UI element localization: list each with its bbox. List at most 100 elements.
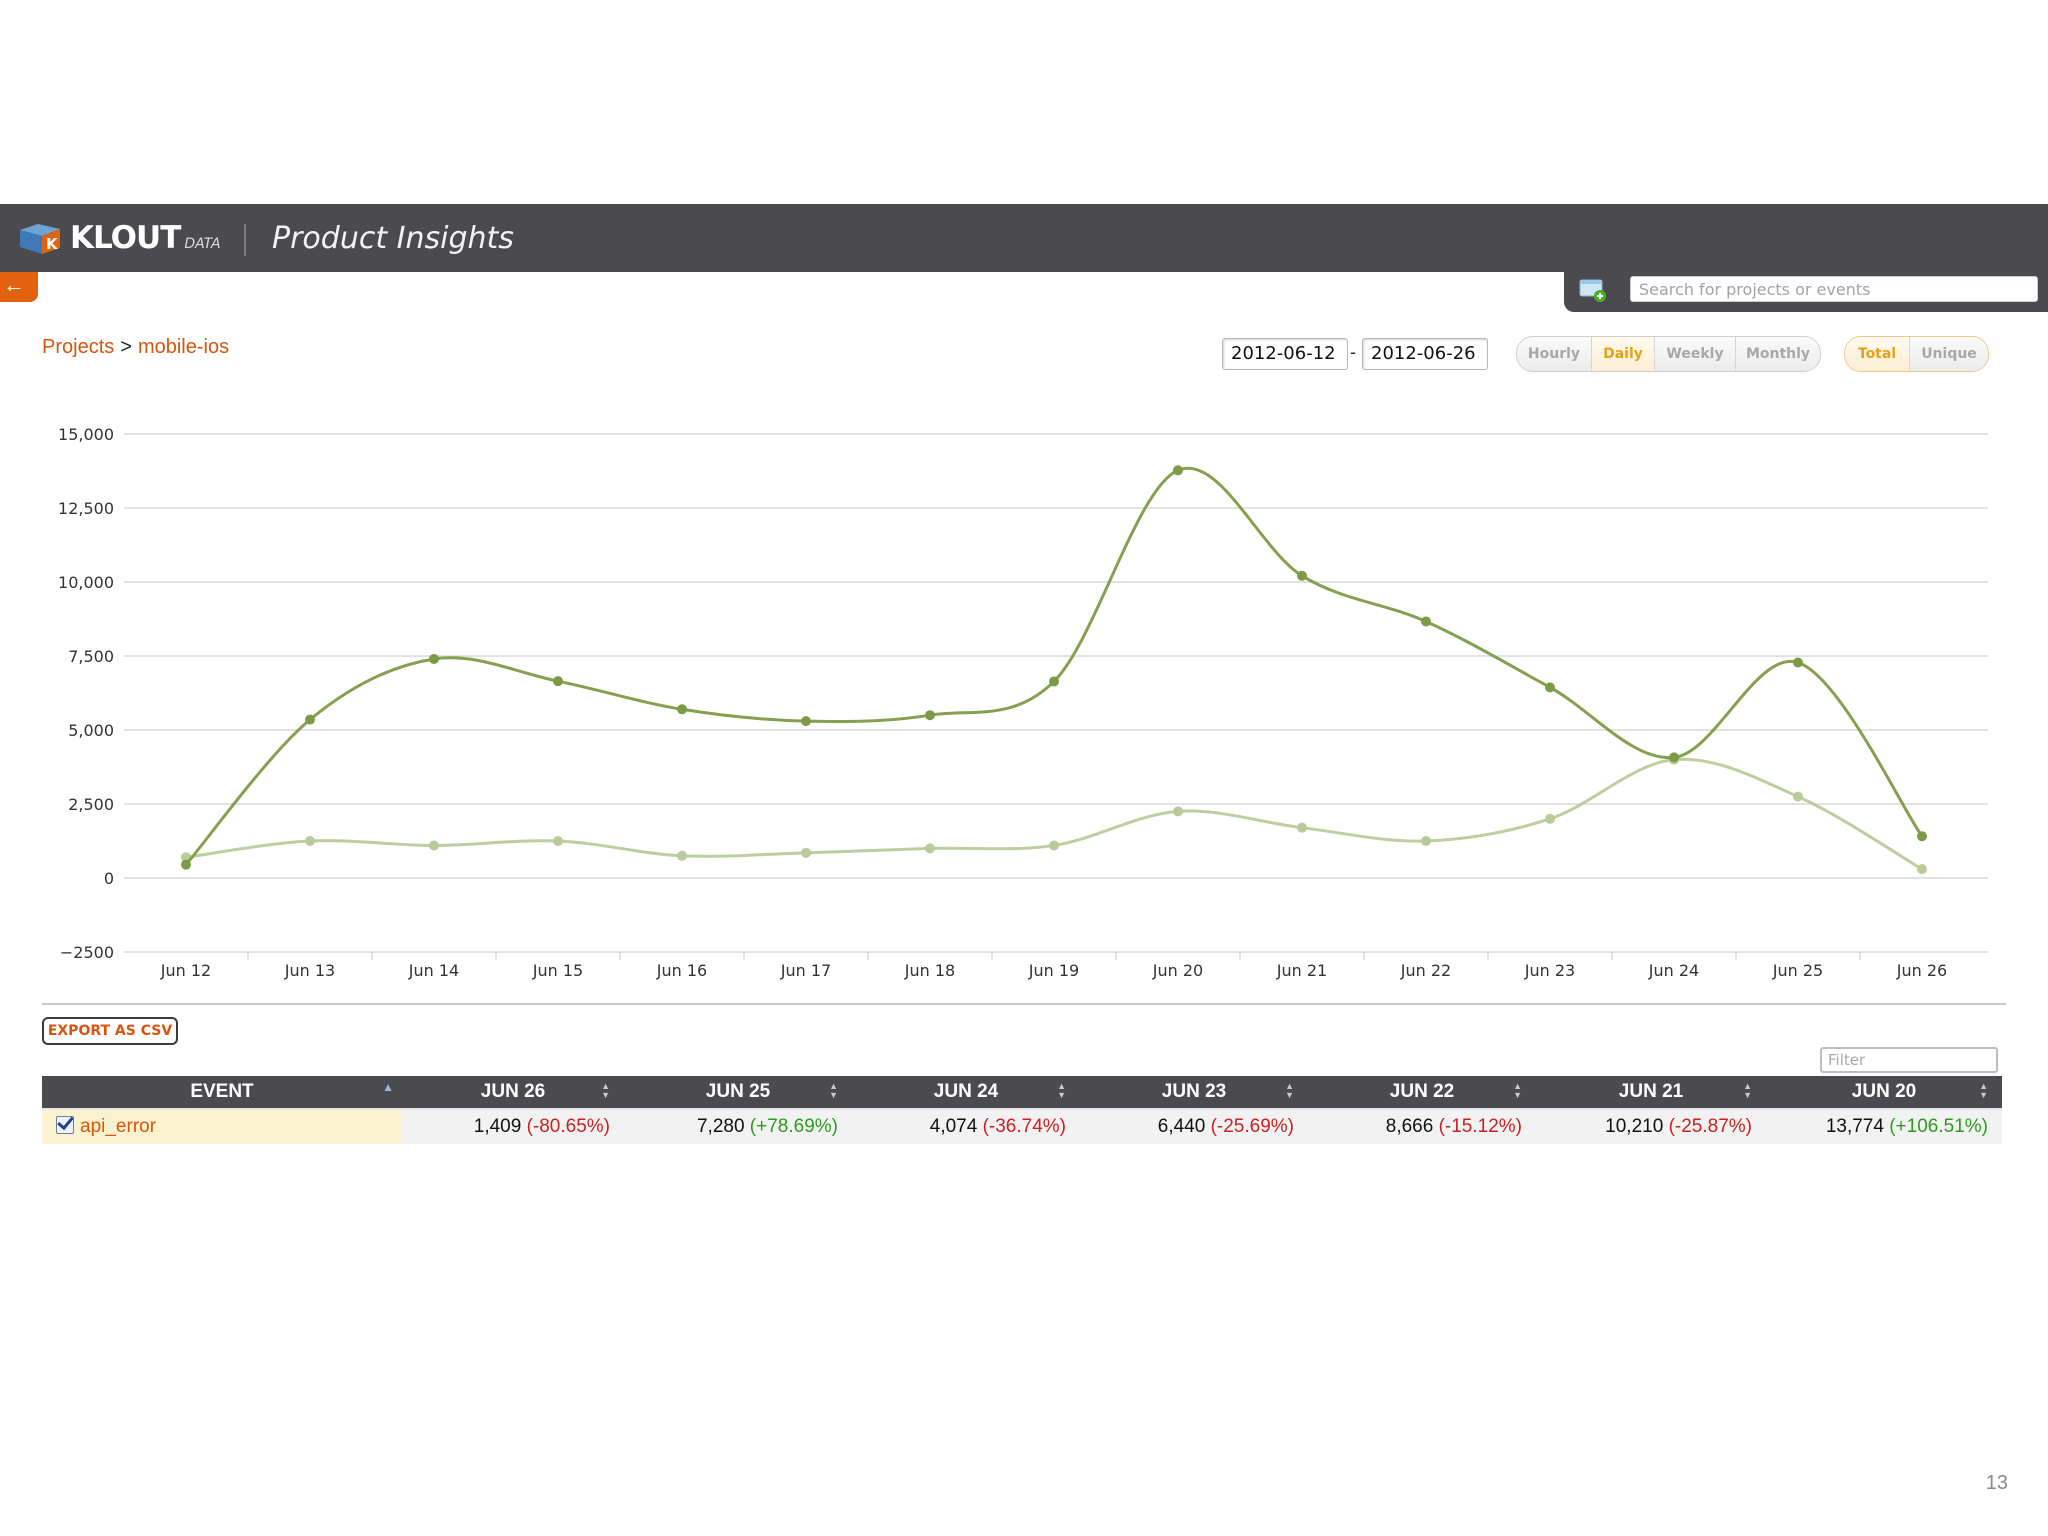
breadcrumb-current-link[interactable]: mobile-ios — [137, 336, 230, 358]
x-tick-label: Jun 22 — [1400, 961, 1451, 980]
page-number: 13 — [1985, 1472, 2008, 1494]
table-cell: 4,074 (-36.74%) — [852, 1108, 1080, 1144]
end-date-input[interactable]: 2012-06-26 — [1362, 338, 1488, 370]
export-csv-button[interactable]: EXPORT AS CSV — [42, 1017, 178, 1045]
data-point — [1917, 864, 1927, 875]
monthly-button[interactable]: Monthly — [1735, 337, 1820, 371]
x-tick-label: Jun 13 — [284, 961, 335, 980]
cell-value: 6,440 — [1157, 1116, 1206, 1137]
data-point — [1545, 682, 1555, 693]
start-date-input[interactable]: 2012-06-12 — [1222, 338, 1348, 370]
column-header[interactable]: JUN 20 ▲ ▼ — [1766, 1076, 2002, 1109]
data-point — [1669, 752, 1679, 763]
klout-logo[interactable]: K KLOUT DATA — [16, 218, 221, 258]
column-header[interactable]: JUN 22 ▲ ▼ — [1308, 1076, 1536, 1109]
new-window-icon[interactable] — [1578, 277, 1608, 303]
x-tick-label: Jun 17 — [780, 961, 831, 980]
daily-button[interactable]: Daily — [1591, 337, 1654, 371]
events-table: EVENT ▲ JUN 26 ▲ ▼ JUN 25 ▲ ▼ JUN 24 ▲ ▼ JUN 2… — [42, 1076, 2002, 1144]
event-column-header[interactable]: EVENT ▲ — [42, 1076, 402, 1109]
cell-value: 10,210 — [1605, 1116, 1664, 1137]
data-point — [925, 843, 935, 854]
x-tick-label: Jun 15 — [532, 961, 583, 980]
weekly-button[interactable]: Weekly — [1654, 337, 1735, 371]
checkbox-checked-icon[interactable] — [56, 1116, 74, 1134]
column-header[interactable]: JUN 24 ▲ ▼ — [852, 1076, 1080, 1109]
data-point — [305, 714, 315, 725]
cell-value: 8,666 — [1385, 1116, 1434, 1137]
unique-button[interactable]: Unique — [1909, 337, 1988, 371]
column-header[interactable]: JUN 23 ▲ ▼ — [1080, 1076, 1308, 1109]
y-tick-label: 2,500 — [68, 795, 114, 814]
y-tick-label: 7,500 — [68, 647, 114, 666]
search-panel — [1564, 272, 2048, 312]
y-tick-label: 0 — [104, 869, 114, 888]
x-tick-label: Jun 25 — [1772, 961, 1823, 980]
event-name-link[interactable]: api_error — [80, 1116, 157, 1137]
svg-text:K: K — [46, 235, 59, 253]
table-row[interactable]: api_error 1,409 (-80.65%) 7,280 (+78.69%… — [42, 1108, 2002, 1144]
table-header-row: EVENT ▲ JUN 26 ▲ ▼ JUN 25 ▲ ▼ JUN 24 ▲ ▼ JUN 2… — [42, 1076, 2002, 1109]
x-tick-label: Jun 21 — [1276, 961, 1327, 980]
events-line-chart: 15,000 12,500 10,000 7,500 5,000 2,500 0 −2500 J… — [58, 425, 1988, 980]
table-cell: 6,440 (-25.69%) — [1080, 1108, 1308, 1144]
data-point — [1793, 791, 1803, 802]
y-tick-label: −2500 — [60, 943, 114, 962]
cell-value: 7,280 — [696, 1116, 745, 1137]
data-point — [1049, 676, 1059, 687]
header-bar: K KLOUT DATA Product Insights — [0, 204, 2048, 272]
cell-change: (-36.74%) — [982, 1116, 1066, 1137]
total-button[interactable]: Total — [1845, 337, 1909, 371]
search-input[interactable] — [1630, 276, 2038, 302]
data-point — [553, 676, 563, 687]
sort-icon: ▲ ▼ — [1057, 1081, 1066, 1100]
sort-icon: ▲ ▼ — [1513, 1081, 1522, 1100]
data-point — [553, 836, 563, 846]
cell-value: 4,074 — [929, 1116, 978, 1137]
sort-icon: ▲ ▼ — [1743, 1081, 1752, 1100]
table-cell: 1,409 (-80.65%) — [402, 1108, 624, 1144]
breadcrumb: Projects > mobile-ios — [42, 336, 229, 359]
sort-icon: ▲ ▼ — [1979, 1081, 1988, 1100]
brand-name: KLOUT — [70, 220, 181, 256]
brand-subtitle: DATA — [184, 236, 221, 252]
hourly-button[interactable]: Hourly — [1517, 337, 1591, 371]
series-line — [185, 757, 1923, 871]
data-point — [801, 847, 811, 858]
y-tick-label: 10,000 — [58, 573, 114, 592]
filter-input[interactable] — [1820, 1047, 1998, 1073]
column-header[interactable]: JUN 21 ▲ ▼ — [1536, 1076, 1766, 1109]
app-title: Product Insights — [272, 221, 514, 256]
back-button[interactable]: ← — [0, 272, 38, 302]
series-line — [184, 466, 1924, 866]
data-point — [1793, 657, 1803, 668]
sort-ascending-icon: ▲ — [382, 1080, 394, 1094]
table-cell: 8,666 (-15.12%) — [1308, 1108, 1536, 1144]
data-point — [1545, 813, 1555, 824]
breadcrumb-projects-link[interactable]: Projects — [42, 336, 115, 358]
data-point — [801, 716, 811, 727]
sort-icon: ▲ ▼ — [601, 1081, 610, 1100]
x-tick-label: Jun 19 — [1028, 961, 1079, 980]
cell-change: (+106.51%) — [1889, 1116, 1988, 1137]
column-header-label: JUN 25 — [705, 1081, 771, 1102]
chart-divider — [42, 1003, 2006, 1005]
data-point — [1917, 831, 1927, 842]
column-header-label: JUN 22 — [1389, 1081, 1455, 1102]
cell-value: 13,774 — [1825, 1116, 1884, 1137]
data-point — [429, 653, 439, 664]
data-point — [925, 710, 935, 721]
column-header-label: JUN 23 — [1161, 1081, 1227, 1102]
klout-cube-icon: K — [20, 224, 60, 254]
x-tick-label: Jun 24 — [1648, 961, 1699, 980]
sort-icon: ▲ ▼ — [829, 1081, 838, 1100]
column-header[interactable]: JUN 25 ▲ ▼ — [624, 1076, 852, 1109]
title-divider — [244, 224, 246, 256]
column-header-label: JUN 21 — [1618, 1081, 1684, 1102]
date-separator: - — [1350, 342, 1356, 362]
column-header[interactable]: JUN 26 ▲ ▼ — [402, 1076, 624, 1109]
cell-change: (-25.87%) — [1668, 1116, 1752, 1137]
cell-change: (-80.65%) — [526, 1116, 610, 1137]
cell-value: 1,409 — [473, 1116, 522, 1137]
x-tick-label: Jun 14 — [408, 961, 459, 980]
